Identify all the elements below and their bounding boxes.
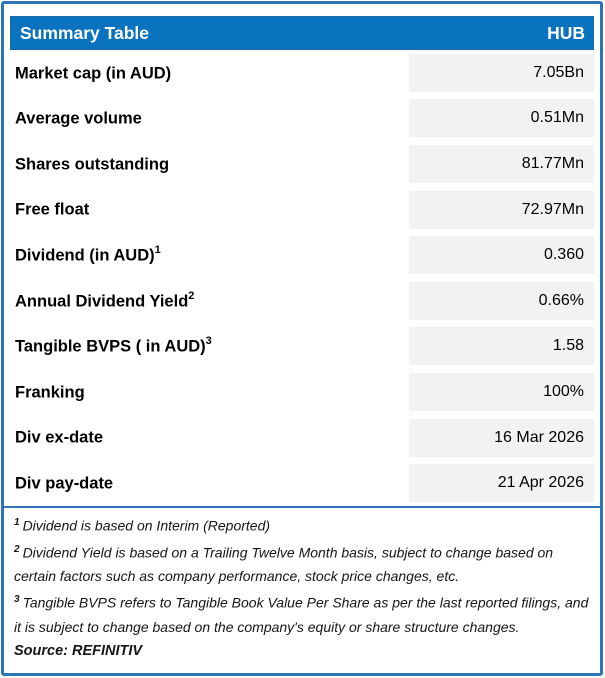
footnote-1: 1 Dividend is based on Interim (Reported) <box>14 516 271 534</box>
row-value: 7.05Bn <box>409 53 594 92</box>
ticker-label: HUB <box>547 22 585 43</box>
table-row: Market cap (in AUD) 7.05Bn <box>10 50 594 96</box>
table-row: Div pay-date 21 Apr 2026 <box>10 460 594 506</box>
row-label: Free float <box>15 200 90 219</box>
row-label: Shares outstanding <box>15 155 170 174</box>
row-value: 0.360 <box>409 236 594 275</box>
table-bottom-divider <box>4 505 600 508</box>
table-row: Franking 100% <box>10 369 594 415</box>
source-line: Source: REFINITIV <box>14 642 143 659</box>
table-body: Market cap (in AUD) 7.05Bn Average volum… <box>10 50 594 506</box>
row-label: Tangible BVPS ( in AUD)3 <box>15 335 212 356</box>
table-row: Shares outstanding 81.77Mn <box>10 141 594 187</box>
footnote-3: 3 Tangible BVPS refers to Tangible Book V… <box>14 594 589 635</box>
row-value: 0.66% <box>409 281 594 320</box>
footnotes: 1 Dividend is based on Interim (Reported)… <box>10 508 594 663</box>
table-row: Dividend (in AUD)1 0.360 <box>10 232 594 278</box>
table-row: Average volume 0.51Mn <box>10 96 594 142</box>
row-value: 81.77Mn <box>409 144 594 183</box>
table-title: Summary Table <box>20 22 150 43</box>
table-row: Div ex-date 16 Mar 2026 <box>10 415 594 461</box>
table-header: Summary Table HUB <box>10 16 594 50</box>
row-label: Market cap (in AUD) <box>15 64 172 83</box>
table-row: Free float 72.97Mn <box>10 187 594 233</box>
row-value: 16 Mar 2026 <box>409 418 594 457</box>
footnote-2: 2 Dividend Yield is based on a Trailing T… <box>14 543 554 585</box>
table-row: Annual Dividend Yield2 0.66% <box>10 278 594 324</box>
row-value: 1.58 <box>409 327 594 366</box>
row-value: 21 Apr 2026 <box>409 464 594 503</box>
table-row: Tangible BVPS ( in AUD)3 1.58 <box>10 324 594 370</box>
row-label: Average volume <box>15 109 142 128</box>
row-label: Div pay-date <box>15 474 114 493</box>
row-label: Franking <box>15 383 85 402</box>
row-value: 72.97Mn <box>409 190 594 229</box>
row-value: 0.51Mn <box>409 99 594 138</box>
row-label: Dividend (in AUD)1 <box>15 243 161 265</box>
row-label: Div ex-date <box>15 428 104 447</box>
row-label: Annual Dividend Yield2 <box>15 289 195 311</box>
row-value: 100% <box>409 372 594 411</box>
